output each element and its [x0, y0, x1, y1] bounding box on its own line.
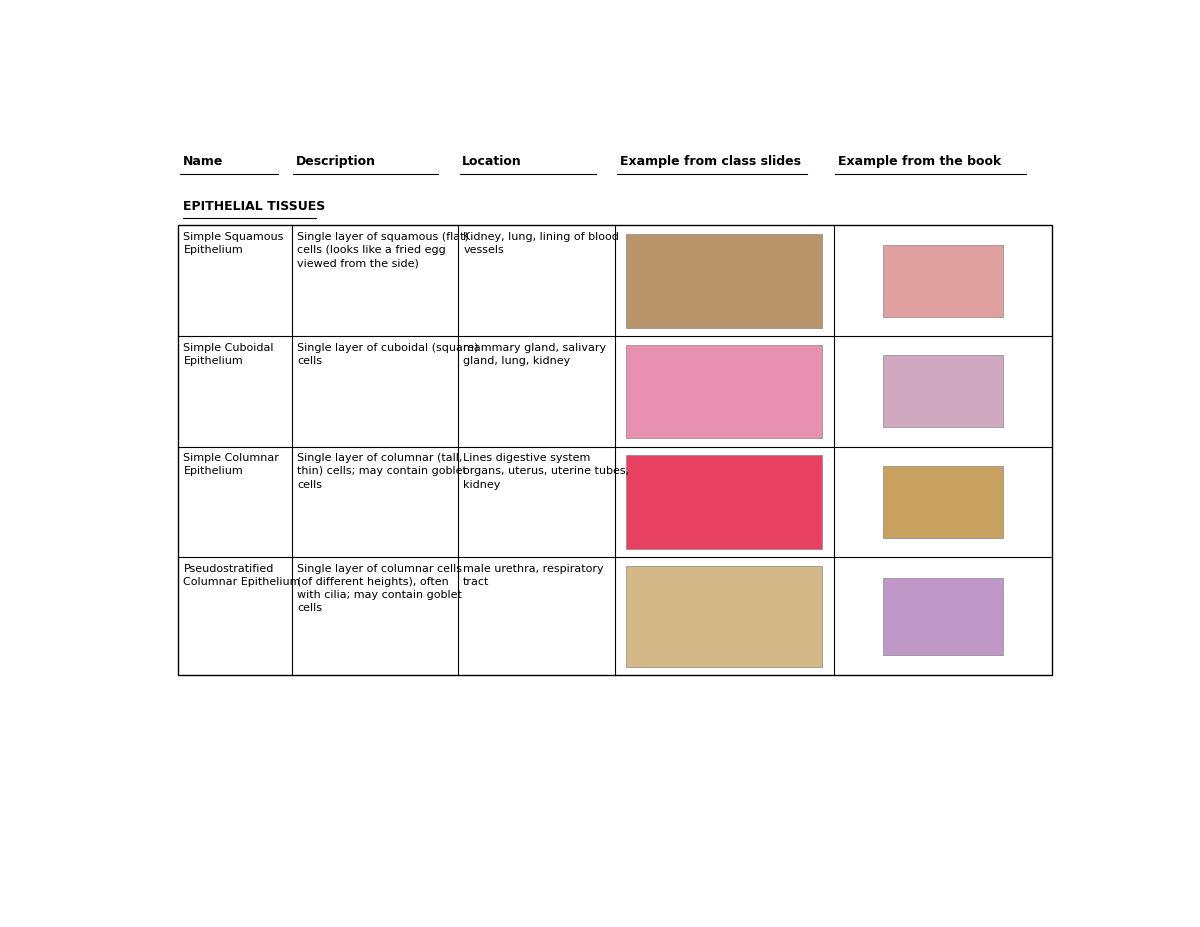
Bar	[626, 234, 822, 327]
Bar	[883, 578, 1003, 654]
Text: Simple Columnar
Epithelium: Simple Columnar Epithelium	[184, 453, 280, 476]
Text: Example from class slides: Example from class slides	[619, 156, 800, 169]
Text: male urethra, respiratory
tract: male urethra, respiratory tract	[463, 564, 604, 587]
Text: Simple Squamous
Epithelium: Simple Squamous Epithelium	[184, 232, 284, 255]
Text: Kidney, lung, lining of blood
vessels: Kidney, lung, lining of blood vessels	[463, 232, 619, 255]
Text: Location: Location	[462, 156, 522, 169]
Text: Example from the book: Example from the book	[839, 156, 1002, 169]
Text: Simple Cuboidal
Epithelium: Simple Cuboidal Epithelium	[184, 342, 274, 366]
Text: Lines digestive system
organs, uterus, uterine tubes,
kidney: Lines digestive system organs, uterus, u…	[463, 453, 629, 489]
Text: Pseudostratified
Columnar Epithelium: Pseudostratified Columnar Epithelium	[184, 564, 301, 587]
Bar	[626, 345, 822, 438]
Text: Single layer of squamous (flat)
cells (looks like a fried egg
viewed from the si: Single layer of squamous (flat) cells (l…	[298, 232, 469, 268]
Text: mammary gland, salivary
gland, lung, kidney: mammary gland, salivary gland, lung, kid…	[463, 342, 606, 366]
Bar	[178, 225, 1052, 675]
Text: Single layer of columnar cells
(of different heights), often
with cilia; may con: Single layer of columnar cells (of diffe…	[298, 564, 462, 614]
Text: EPITHELIAL TISSUES: EPITHELIAL TISSUES	[182, 199, 325, 212]
Bar	[883, 466, 1003, 538]
Text: Single layer of cuboidal (square)
cells: Single layer of cuboidal (square) cells	[298, 342, 479, 366]
Bar	[883, 355, 1003, 427]
Text: Name: Name	[182, 156, 223, 169]
Bar	[626, 565, 822, 667]
Text: Single layer of columnar (tall,
thin) cells; may contain goblet
cells: Single layer of columnar (tall, thin) ce…	[298, 453, 467, 489]
Bar	[883, 245, 1003, 317]
Text: Description: Description	[296, 156, 376, 169]
Bar	[626, 455, 822, 549]
